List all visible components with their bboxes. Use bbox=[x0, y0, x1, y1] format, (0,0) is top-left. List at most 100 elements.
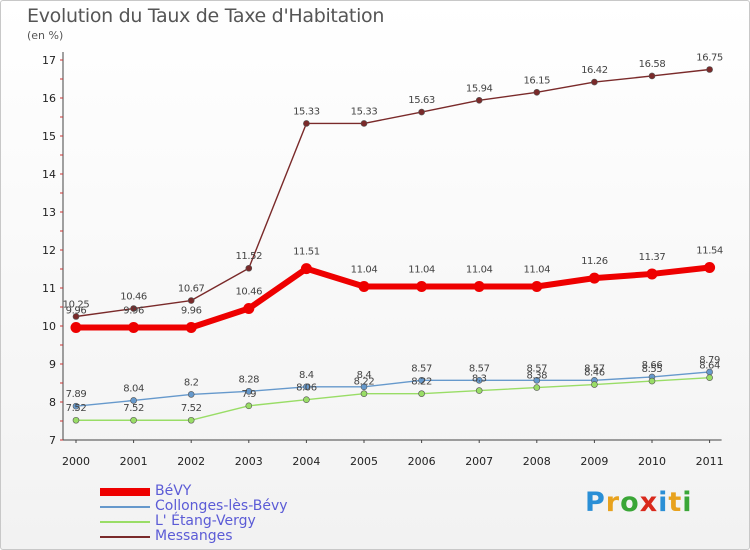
proxiti-logo: Proxiti bbox=[585, 487, 693, 518]
data-point bbox=[72, 313, 80, 320]
data-point bbox=[185, 322, 197, 334]
data-point bbox=[418, 108, 425, 116]
data-label: 11.37 bbox=[639, 252, 666, 263]
series-line-3 bbox=[75, 68, 710, 318]
legend-label: Messanges bbox=[155, 528, 233, 544]
legend-label: Collonges-lès-Bévy bbox=[155, 498, 288, 514]
data-label: 11.54 bbox=[696, 245, 723, 256]
data-label: 9.96 bbox=[123, 306, 144, 317]
series-line-0 bbox=[76, 264, 710, 331]
data-point bbox=[648, 377, 656, 385]
data-label: 11.04 bbox=[466, 264, 493, 275]
unit-label: (en %) bbox=[27, 29, 64, 42]
data-label: 8.46 bbox=[584, 368, 605, 379]
data-label: 10.25 bbox=[63, 300, 90, 311]
data-point bbox=[533, 384, 541, 391]
data-point bbox=[473, 280, 485, 292]
legend-swatch bbox=[100, 488, 150, 496]
data-label: 8.2 bbox=[184, 377, 199, 388]
data-label: 8.28 bbox=[238, 374, 259, 385]
y-tick-label: 14 bbox=[42, 168, 56, 181]
x-tick-label: 2001 bbox=[120, 455, 148, 468]
data-label: 11.04 bbox=[351, 264, 378, 275]
logo-letter: x bbox=[639, 487, 659, 518]
data-point bbox=[245, 402, 253, 410]
data-label: 7.89 bbox=[66, 389, 87, 400]
data-label: 8.3 bbox=[472, 374, 487, 385]
data-point bbox=[187, 391, 195, 398]
data-point bbox=[706, 66, 713, 73]
data-label: 7.52 bbox=[66, 403, 87, 414]
y-tick-label: 16 bbox=[42, 92, 56, 105]
data-label: 15.63 bbox=[408, 95, 435, 106]
data-point bbox=[706, 374, 713, 381]
data-point bbox=[704, 261, 716, 273]
data-label: 7.52 bbox=[181, 403, 202, 414]
data-label: 15.33 bbox=[351, 106, 378, 117]
data-label: 8.66 bbox=[642, 360, 663, 371]
data-point bbox=[187, 416, 195, 424]
logo-letter: t bbox=[668, 487, 683, 518]
data-point bbox=[360, 120, 368, 127]
chart-title: Evolution du Taux de Taxe d'Habitation bbox=[27, 5, 385, 27]
data-point bbox=[187, 297, 195, 304]
y-tick-label: 12 bbox=[42, 244, 56, 257]
data-point bbox=[646, 268, 658, 280]
data-label: 8.57 bbox=[469, 363, 490, 374]
data-point bbox=[588, 272, 600, 284]
data-point bbox=[245, 264, 253, 272]
data-point bbox=[360, 383, 368, 391]
data-label: 8.57 bbox=[411, 363, 432, 374]
y-tick-label: 10 bbox=[42, 320, 56, 333]
series-line-2 bbox=[76, 376, 710, 421]
data-point bbox=[475, 387, 483, 394]
data-point bbox=[243, 303, 255, 315]
data-label: 7.9 bbox=[241, 389, 256, 400]
data-label: 8.64 bbox=[699, 361, 720, 372]
x-tick-label: 2006 bbox=[408, 455, 436, 468]
data-label: 11.26 bbox=[581, 256, 608, 267]
data-point bbox=[533, 377, 541, 384]
data-label: 9.96 bbox=[181, 306, 202, 317]
data-label: 8.4 bbox=[357, 370, 372, 381]
data-point bbox=[130, 397, 137, 404]
logo-letter: i bbox=[682, 487, 693, 518]
logo-letter: r bbox=[605, 487, 621, 518]
data-label: 11.51 bbox=[293, 247, 320, 258]
x-tick-label: 2000 bbox=[62, 455, 90, 468]
y-tick-label: 8 bbox=[49, 396, 56, 409]
data-label: 15.33 bbox=[293, 106, 320, 117]
data-point bbox=[418, 377, 425, 384]
data-point bbox=[245, 388, 253, 395]
data-point bbox=[416, 280, 428, 292]
data-label: 10.46 bbox=[235, 287, 262, 298]
x-tick-label: 2009 bbox=[580, 455, 608, 468]
data-point bbox=[591, 78, 598, 86]
legend-swatch bbox=[100, 536, 150, 538]
logo-letter: P bbox=[585, 487, 606, 518]
data-label: 7.52 bbox=[123, 403, 144, 414]
data-point bbox=[531, 280, 543, 292]
x-tick-label: 2005 bbox=[350, 455, 378, 468]
data-point bbox=[130, 305, 137, 312]
y-tick-label: 9 bbox=[49, 358, 56, 371]
data-point bbox=[360, 390, 368, 397]
x-tick-label: 2010 bbox=[638, 455, 666, 468]
data-label: 15.94 bbox=[466, 83, 493, 94]
y-tick-label: 17 bbox=[42, 54, 56, 67]
data-point bbox=[72, 416, 80, 424]
data-label: 16.42 bbox=[581, 65, 608, 76]
data-point bbox=[475, 96, 483, 104]
logo-letter: o bbox=[620, 487, 640, 518]
y-tick-label: 15 bbox=[42, 130, 56, 143]
data-point bbox=[130, 416, 137, 424]
data-label: 8.79 bbox=[699, 355, 720, 366]
data-point bbox=[128, 322, 140, 334]
x-tick-label: 2008 bbox=[523, 455, 551, 468]
data-point bbox=[591, 381, 598, 388]
data-label: 9.96 bbox=[66, 306, 87, 317]
legend-swatch bbox=[100, 506, 150, 508]
data-label: 8.22 bbox=[354, 377, 375, 388]
data-label: 8.57 bbox=[526, 363, 547, 374]
